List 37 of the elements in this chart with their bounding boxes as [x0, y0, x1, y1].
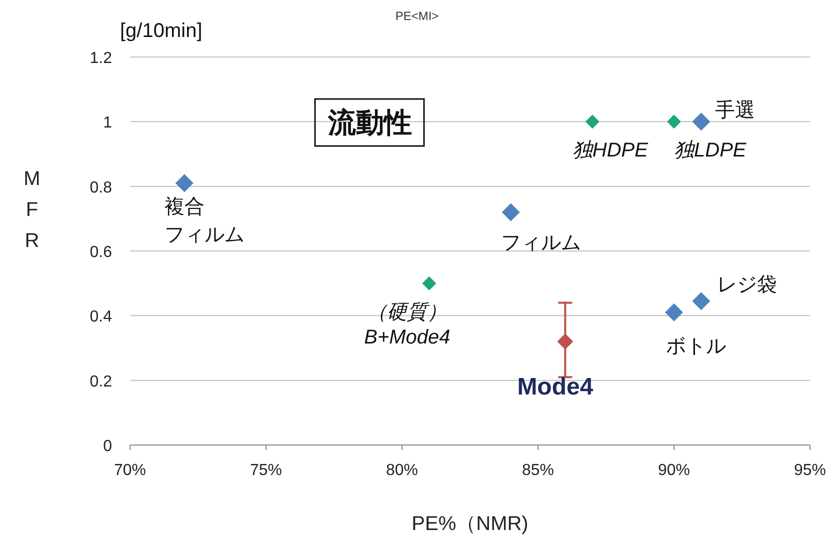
annotation: フィルム — [500, 232, 581, 254]
annotation: フィルム — [164, 224, 244, 246]
annotation: レジ袋 — [717, 274, 778, 296]
y-axis-title: MFR — [24, 168, 40, 252]
annotation: 流動性 — [327, 107, 412, 138]
annotation: 手選 — [715, 100, 756, 122]
x-tick-label: 75% — [250, 462, 282, 479]
point — [692, 292, 710, 310]
y-tick-label: 0.2 — [90, 373, 112, 390]
point — [585, 114, 600, 129]
text: [g/10min] — [120, 20, 202, 42]
y-tick-label: 0 — [103, 438, 112, 455]
y-tick-label: 0.8 — [90, 179, 112, 196]
point — [422, 276, 436, 290]
point — [665, 303, 683, 322]
y-tick-label: 1 — [103, 114, 112, 132]
chart-title: PE<MI> — [395, 9, 439, 23]
x-tick-label: 70% — [114, 462, 146, 479]
point — [692, 112, 710, 131]
point — [502, 203, 520, 222]
point — [667, 114, 681, 129]
annotation: 独LDPE — [674, 140, 747, 162]
annotation: Mode4 — [517, 374, 594, 401]
annotation: 複合 — [164, 196, 204, 218]
x-tick-label: 85% — [522, 462, 554, 479]
point — [557, 334, 574, 350]
annotation: （硬質） B+Mode4 — [364, 301, 450, 348]
annotation: 独HDPE — [572, 140, 649, 162]
x-tick-label: 90% — [658, 462, 690, 479]
x-tick-label: 95% — [794, 462, 826, 479]
y-tick-label: 0.6 — [90, 244, 112, 261]
annotation: ボトル — [666, 335, 726, 358]
y-tick-label: 1.2 — [90, 50, 112, 67]
x-axis-title: PE%（NMR) — [412, 513, 528, 535]
point — [175, 174, 194, 192]
y-tick-label: 0.4 — [90, 308, 112, 326]
x-tick-label: 80% — [386, 462, 418, 479]
